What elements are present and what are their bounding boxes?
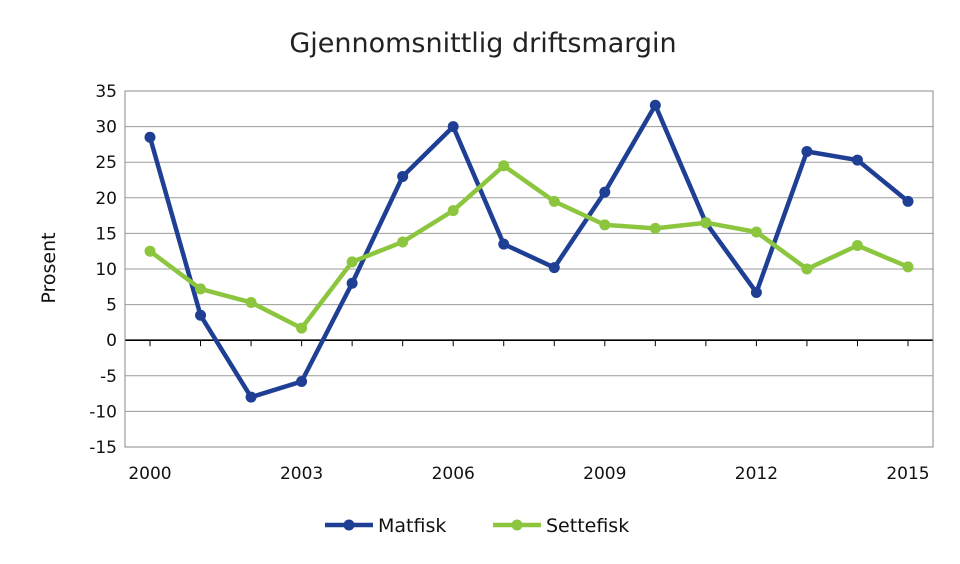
legend: Matfisk Settefisk [325,515,629,537]
data-point-settefisk [195,283,207,295]
data-point-settefisk [397,236,409,248]
legend-label-settefisk: Settefisk [546,515,629,537]
data-point-matfisk [397,170,409,182]
legend-swatch-marker [511,519,523,531]
y-tick-label: -10 [89,402,117,422]
legend-label-matfisk: Matfisk [378,515,446,537]
x-tick-label: 2006 [432,464,475,484]
y-tick-label: 25 [95,153,117,173]
y-tick-label: -5 [100,367,117,387]
data-point-settefisk [599,219,611,231]
data-point-settefisk [902,261,914,273]
data-point-settefisk [346,256,358,268]
x-tick-label: 2015 [886,464,929,484]
data-point-matfisk [599,186,611,198]
data-point-settefisk [498,160,510,172]
data-point-matfisk [447,121,459,133]
data-point-matfisk [649,99,661,111]
plot-border [124,90,934,448]
data-point-matfisk [195,309,207,321]
series-settefisk [144,160,914,334]
data-point-settefisk [548,195,560,207]
y-tick-label: 10 [95,260,117,280]
data-point-matfisk [245,391,257,403]
data-point-settefisk [801,263,813,275]
x-tick-label: 2003 [280,464,323,484]
data-point-matfisk [144,131,156,143]
data-point-matfisk [296,375,308,387]
data-point-matfisk [498,238,510,250]
legend-item-settefisk: Settefisk [493,515,629,537]
data-point-settefisk [245,296,257,308]
data-point-settefisk [649,222,661,234]
data-point-settefisk [447,205,459,217]
data-point-matfisk [346,277,358,289]
y-axis-label: Prosent [38,232,60,303]
data-point-settefisk [700,217,712,229]
series-line-settefisk [147,163,911,331]
data-point-settefisk [750,226,762,238]
data-point-matfisk [750,286,762,298]
data-point-matfisk [548,262,560,274]
y-tick-label: 5 [106,296,117,316]
y-tick-label: 0 [106,331,117,351]
data-point-settefisk [296,322,308,334]
y-tick-label: 30 [95,118,117,138]
x-tick-label: 2012 [735,464,778,484]
data-point-settefisk [144,245,156,257]
legend-item-matfisk: Matfisk [325,515,446,537]
data-point-matfisk [851,154,863,166]
series-line-matfisk [147,102,911,400]
plot-area: -15 -10 -5 0 5 10 15 20 25 30 35 2000 2003 2006 2009 20… [89,82,934,484]
series-matfisk [144,99,914,403]
data-point-settefisk [851,240,863,252]
x-tick-label: 2009 [583,464,626,484]
chart-title: Gjennomsnittlig driftsmargin [289,28,676,59]
y-tick-label: 15 [95,224,117,244]
x-tick-label: 2000 [128,464,171,484]
y-tick-label: 20 [95,189,117,209]
y-tick-label: -15 [89,438,117,458]
y-tick-label: 35 [95,82,117,102]
data-point-matfisk [801,146,813,158]
legend-swatch-marker [343,519,355,531]
data-point-matfisk [902,195,914,207]
